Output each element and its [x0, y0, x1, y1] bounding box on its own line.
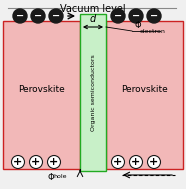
Text: +: +	[113, 157, 123, 167]
Text: electron: electron	[140, 29, 166, 34]
Circle shape	[147, 156, 161, 169]
Text: +: +	[149, 157, 159, 167]
Text: −: −	[34, 11, 42, 20]
Circle shape	[13, 9, 27, 23]
Text: $\Phi$: $\Phi$	[134, 19, 142, 30]
Text: hole: hole	[53, 174, 67, 180]
Text: −: −	[132, 11, 140, 20]
Text: Organic semiconductors: Organic semiconductors	[91, 54, 95, 131]
Text: +: +	[31, 157, 41, 167]
Circle shape	[129, 9, 143, 23]
Circle shape	[129, 156, 142, 169]
Circle shape	[31, 9, 45, 23]
Circle shape	[12, 156, 25, 169]
Circle shape	[147, 9, 161, 23]
Circle shape	[30, 156, 42, 169]
Text: +: +	[13, 157, 23, 167]
Text: +: +	[49, 157, 59, 167]
Text: −: −	[150, 11, 158, 20]
Bar	[80, 14, 106, 171]
Text: Vacuum level: Vacuum level	[60, 4, 126, 14]
Bar	[106, 21, 183, 169]
Text: −: −	[16, 11, 24, 20]
Text: +: +	[131, 157, 141, 167]
Circle shape	[47, 156, 60, 169]
Text: Perovskite: Perovskite	[121, 85, 168, 94]
Circle shape	[49, 9, 63, 23]
Circle shape	[111, 156, 124, 169]
Text: −: −	[52, 11, 60, 20]
Text: $\Phi$: $\Phi$	[47, 170, 55, 181]
Text: d: d	[90, 14, 96, 24]
Text: Perovskite: Perovskite	[18, 85, 65, 94]
Text: −: −	[114, 11, 122, 20]
Bar	[3, 21, 80, 169]
Circle shape	[111, 9, 125, 23]
